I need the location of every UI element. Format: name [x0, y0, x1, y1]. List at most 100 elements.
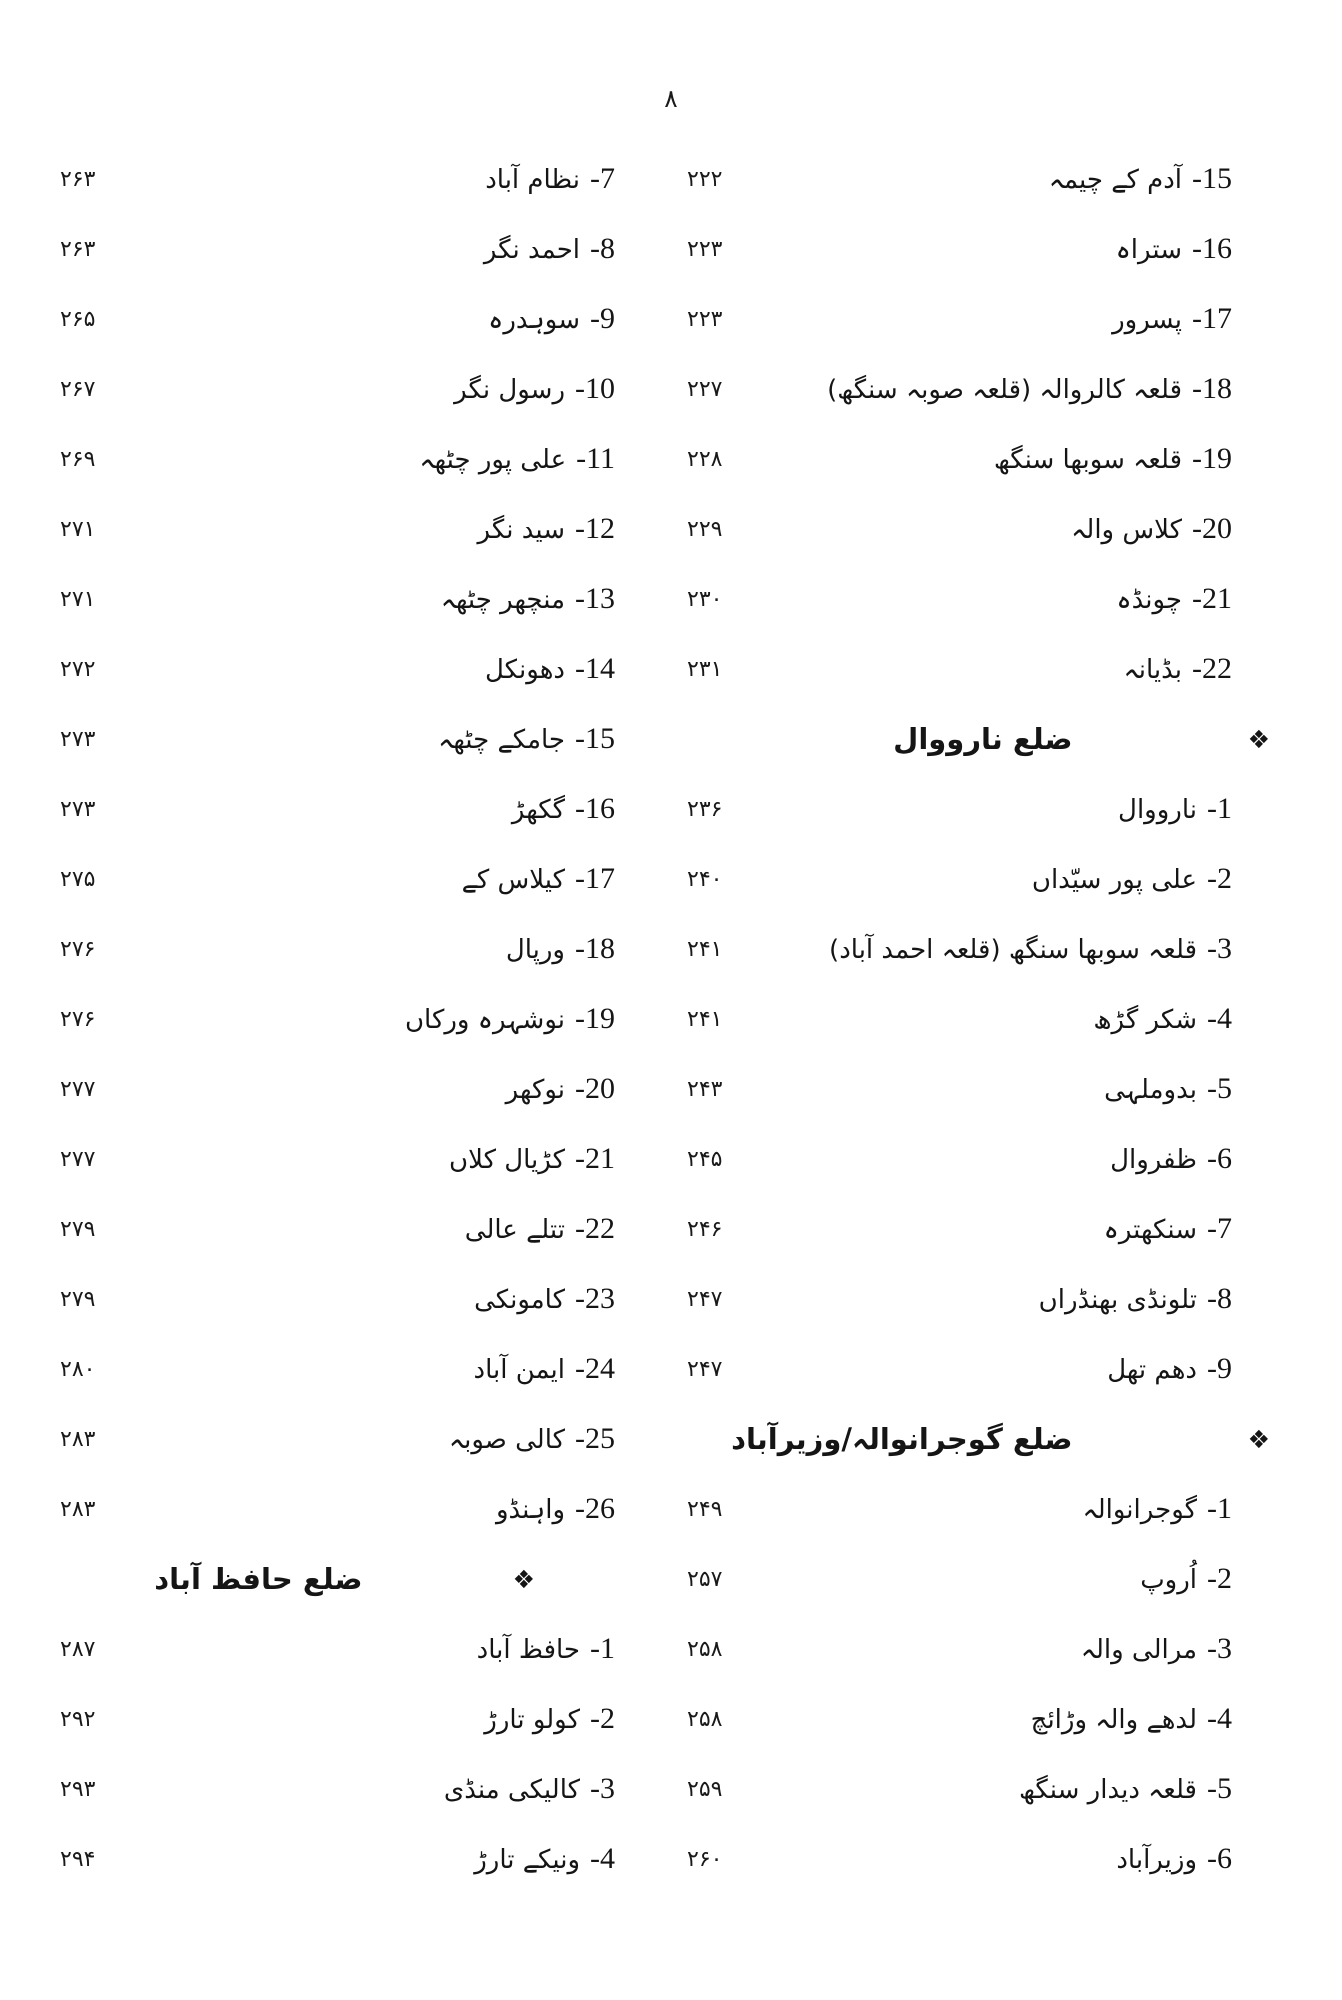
- entry-place-name: تلونڈی بھنڈراں: [1038, 1285, 1197, 1316]
- toc-entry-label: 11- علی پور چٹھہ: [419, 444, 615, 476]
- entry-page-number: ۲۴۷: [687, 1356, 723, 1382]
- toc-entry-label: 8- تلونڈی بھنڈراں: [1039, 1284, 1232, 1316]
- entry-page-number: ۲۹۴: [60, 1846, 96, 1872]
- toc-entry: 11- علی پور چٹھہ ۲۶۹: [60, 444, 615, 476]
- entry-place-name: واہنڈو: [495, 1495, 565, 1526]
- entry-number: 3-: [1207, 1632, 1232, 1666]
- entry-number: 1-: [1207, 792, 1232, 826]
- toc-entry: 22- تتلے عالی ۲۷۹: [60, 1214, 615, 1246]
- entry-page-number: ۲۷۳: [60, 796, 96, 822]
- entry-number: 19-: [1192, 442, 1232, 476]
- toc-row: 1- نارووال ۲۳۶ 16- گکھڑ ۲۷۳: [0, 775, 1342, 845]
- entry-page-number: ۲۹۲: [60, 1706, 96, 1732]
- toc-entry-label: 19- نوشہرہ ورکاں: [405, 1004, 615, 1036]
- toc-cell-left: 1- حافظ آباد ۲۸۷: [60, 1634, 615, 1666]
- entry-number: 2-: [1207, 1562, 1232, 1596]
- toc-entry: 9- دھم تھل ۲۴۷: [687, 1354, 1232, 1386]
- entry-place-name: حافظ آباد: [476, 1635, 580, 1666]
- toc-entry: 7- نظام آباد ۲۶۳: [60, 164, 615, 196]
- entry-page-number: ۲۶۷: [60, 376, 96, 402]
- toc-entry: 2- اُروپ ۲۵۷: [687, 1564, 1232, 1596]
- toc-entry: 1- گوجرانوالہ ۲۴۹: [687, 1494, 1232, 1526]
- toc-entry-label: 1- حافظ آباد: [477, 1634, 615, 1666]
- entry-place-name: پسرور: [1112, 305, 1182, 336]
- toc-entry: 22- بڈیانہ ۲۳۱: [687, 654, 1232, 686]
- toc-entry-label: 7- نظام آباد: [485, 164, 615, 196]
- entry-page-number: ۲۴۷: [687, 1286, 723, 1312]
- entry-number: 16-: [1192, 232, 1232, 266]
- toc-entry: 16- ستراہ ۲۲۳: [687, 234, 1232, 266]
- toc-entry: 15- جامکے چٹھہ ۲۷۳: [60, 724, 615, 756]
- entry-place-name: سوہدرہ: [488, 305, 580, 336]
- toc-entry-label: 4- لدھے والہ وڑائچ: [1031, 1704, 1232, 1736]
- entry-page-number: ۲۷۹: [60, 1286, 96, 1312]
- toc-cell-left: ❖ ضلع حافظ آباد: [60, 1563, 615, 1596]
- toc-entry: 6- وزیرآباد ۲۶۰: [687, 1844, 1232, 1876]
- toc-cell-right: 16- ستراہ ۲۲۳: [687, 234, 1232, 266]
- toc-entry: 10- رسول نگر ۲۶۷: [60, 374, 615, 406]
- toc-entry: 1- نارووال ۲۳۶: [687, 794, 1232, 826]
- entry-page-number: ۲۸۷: [60, 1636, 96, 1662]
- entry-page-number: ۲۶۳: [60, 166, 96, 192]
- toc-entry: 2- کولو تارڑ ۲۹۲: [60, 1704, 615, 1736]
- toc-entry-label: 1- نارووال: [1118, 794, 1232, 826]
- toc-cell-right: 4- لدھے والہ وڑائچ ۲۵۸: [687, 1704, 1232, 1736]
- entry-place-name: مرالی والہ: [1080, 1635, 1197, 1666]
- toc-entry-label: 17- کیلاس کے: [462, 864, 615, 896]
- toc-entry-label: 20- نوکھر: [506, 1074, 615, 1106]
- entry-number: 22-: [575, 1212, 615, 1246]
- toc-cell-left: 20- نوکھر ۲۷۷: [60, 1074, 615, 1106]
- entry-place-name: کولو تارڑ: [484, 1705, 580, 1736]
- entry-place-name: سید نگر: [477, 515, 565, 546]
- toc-cell-left: 26- واہنڈو ۲۸۳: [60, 1494, 615, 1526]
- entry-page-number: ۲۳۱: [687, 656, 723, 682]
- entry-place-name: ونیکے تارڑ: [474, 1845, 580, 1876]
- entry-page-number: ۲۷۳: [60, 726, 96, 752]
- entry-page-number: ۲۲۷: [687, 376, 723, 402]
- toc-row: 7- سنکھترہ ۲۴۶ 22- تتلے عالی ۲۷۹: [0, 1195, 1342, 1265]
- entry-page-number: ۲۷۲: [60, 656, 96, 682]
- entry-page-number: ۲۲۸: [687, 446, 723, 472]
- toc-cell-right: 8- تلونڈی بھنڈراں ۲۴۷: [687, 1284, 1232, 1316]
- entry-number: 9-: [1207, 1352, 1232, 1386]
- entry-number: 16-: [575, 792, 615, 826]
- entry-place-name: لدھے والہ وڑائچ: [1030, 1705, 1197, 1736]
- entry-page-number: ۲۴۶: [687, 1216, 723, 1242]
- toc-row: 20- کلاس والہ ۲۲۹ 12- سید نگر ۲۷۱: [0, 495, 1342, 565]
- entry-place-name: نظام آباد: [485, 165, 580, 196]
- toc-entry-label: 22- بڈیانہ: [1123, 654, 1232, 686]
- district-heading-text: ضلع نارووال: [893, 722, 1073, 757]
- entry-page-number: ۲۸۰: [60, 1356, 96, 1382]
- entry-page-number: ۲۵۸: [687, 1636, 723, 1662]
- toc-entry-label: 12- سید نگر: [478, 514, 615, 546]
- toc-entry-label: 4- ونیکے تارڑ: [474, 1844, 615, 1876]
- toc-cell-left: 10- رسول نگر ۲۶۷: [60, 374, 615, 406]
- entry-number: 7-: [1207, 1212, 1232, 1246]
- toc-entry-label: 2- علی پور سیّداں: [1032, 864, 1232, 896]
- entry-number: 22-: [1192, 652, 1232, 686]
- toc-row: 19- قلعہ سوبھا سنگھ ۲۲۸ 11- علی پور چٹھہ…: [0, 425, 1342, 495]
- toc-entry: 12- سید نگر ۲۷۱: [60, 514, 615, 546]
- entry-number: 5-: [1207, 1772, 1232, 1806]
- entry-place-name: ستراہ: [1115, 235, 1182, 266]
- toc-entry: 16- گکھڑ ۲۷۳: [60, 794, 615, 826]
- entry-page-number: ۲۴۱: [687, 936, 723, 962]
- entry-page-number: ۲۲۲: [687, 166, 723, 192]
- toc-entry-label: 25- کالی صوبہ: [449, 1424, 615, 1456]
- entry-place-name: کڑیال کلاں: [448, 1145, 565, 1176]
- toc-cell-left: 15- جامکے چٹھہ ۲۷۳: [60, 724, 615, 756]
- toc-entry: 5- بدوملہی ۲۴۳: [687, 1074, 1232, 1106]
- entry-number: 3-: [590, 1772, 615, 1806]
- toc-entry: 6- ظفروال ۲۴۵: [687, 1144, 1232, 1176]
- toc-row: ❖ ضلع گوجرانوالہ/وزیرآباد 25- کالی صوبہ …: [0, 1405, 1342, 1475]
- toc-row: 15- آدم کے چیمہ ۲۲۲ 7- نظام آباد ۲۶۳: [0, 145, 1342, 215]
- entry-number: 25-: [575, 1422, 615, 1456]
- toc-cell-right: 1- گوجرانوالہ ۲۴۹: [687, 1494, 1232, 1526]
- toc-entry: 20- نوکھر ۲۷۷: [60, 1074, 615, 1106]
- toc-entry: 25- کالی صوبہ ۲۸۳: [60, 1424, 615, 1456]
- entry-page-number: ۲۹۳: [60, 1776, 96, 1802]
- toc-entry-label: 19- قلعہ سوبھا سنگھ: [994, 444, 1232, 476]
- toc-entry: 23- کامونکی ۲۷۹: [60, 1284, 615, 1316]
- toc-cell-right: 20- کلاس والہ ۲۲۹: [687, 514, 1232, 546]
- entry-number: 24-: [575, 1352, 615, 1386]
